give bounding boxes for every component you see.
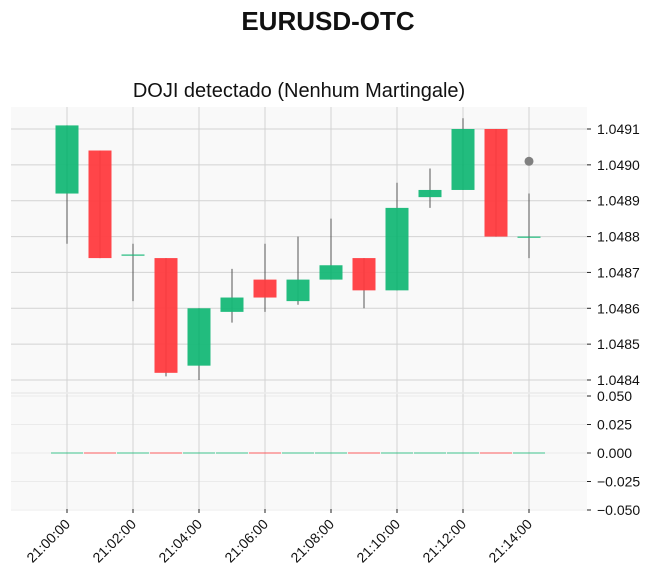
volume-bar — [414, 452, 446, 454]
candle — [154, 258, 178, 377]
markers — [524, 156, 534, 166]
volume-bar — [150, 452, 182, 454]
volume-bar — [348, 452, 380, 454]
candle-body — [154, 258, 178, 373]
volume-bar — [282, 452, 314, 454]
candle — [517, 193, 541, 259]
volume-tick-label: 0.050 — [597, 388, 632, 404]
candle — [286, 236, 310, 305]
candle — [187, 308, 211, 380]
candle-body — [451, 129, 475, 190]
candle-body — [286, 279, 310, 302]
volume-tick-label: −0.025 — [597, 474, 640, 490]
price-tick-label: 1.0490 — [597, 157, 640, 173]
volume-tick-label: −0.050 — [597, 502, 640, 518]
volume-bar — [84, 452, 116, 454]
candle-body — [121, 254, 145, 256]
candle — [484, 129, 508, 237]
candle-body — [517, 236, 541, 238]
candle-body — [418, 189, 442, 198]
time-tick-label: 21:06:00 — [221, 516, 271, 566]
candle — [385, 182, 409, 291]
price-axis: 1.0484 1.0485 1.0486 1.0487 1.0488 1.0489 1.04… — [587, 121, 640, 388]
volume-bar — [480, 452, 512, 454]
candle-body — [220, 297, 244, 312]
signal-marker — [524, 156, 534, 166]
time-tick-label: 21:12:00 — [419, 516, 469, 566]
volume-tick-label: 0.025 — [597, 417, 632, 433]
volume-bar — [513, 452, 545, 454]
volume-bar — [117, 452, 149, 454]
candle-body — [187, 308, 211, 366]
volume-bar — [447, 452, 479, 454]
volume-bar — [315, 452, 347, 454]
candle-body — [253, 279, 277, 298]
candle — [418, 168, 442, 208]
price-tick-label: 1.0485 — [597, 336, 640, 352]
volume-bar — [249, 452, 281, 454]
price-tick-label: 1.0491 — [597, 121, 640, 137]
chart-subtitle: DOJI detectado (Nenhum Martingale) — [132, 80, 466, 102]
time-tick-label: 21:10:00 — [353, 516, 403, 566]
candle — [220, 268, 244, 323]
time-tick-label: 21:14:00 — [485, 516, 535, 566]
price-tick-label: 1.0488 — [597, 229, 640, 245]
candle — [55, 125, 79, 244]
candle — [451, 118, 475, 190]
candle-body — [352, 258, 376, 291]
chart-title: EURUSD-OTC — [241, 6, 415, 36]
price-tick-label: 1.0487 — [597, 264, 640, 280]
time-tick-label: 21:02:00 — [89, 516, 139, 566]
volume-axis: 0.050 0.025 0.000 −0.025 −0.050 — [587, 388, 640, 518]
volume-bar — [381, 452, 413, 454]
time-tick-label: 21:08:00 — [287, 516, 337, 566]
candle-body — [484, 129, 508, 237]
candle-body — [385, 207, 409, 291]
candle — [352, 258, 376, 309]
price-tick-label: 1.0484 — [597, 372, 640, 388]
volume-bar — [183, 452, 215, 454]
time-axis: 21:00:00 21:02:00 21:04:00 21:06:00 21:08:00… — [23, 509, 535, 566]
candle — [253, 243, 277, 312]
volume-bars — [51, 452, 545, 454]
candle-body — [88, 150, 112, 259]
volume-bar — [51, 452, 83, 454]
volume-bar — [216, 452, 248, 454]
time-tick-label: 21:04:00 — [155, 516, 205, 566]
volume-tick-label: 0.000 — [597, 445, 632, 461]
price-tick-label: 1.0486 — [597, 300, 640, 316]
time-tick-label: 21:00:00 — [23, 516, 73, 566]
candles — [55, 118, 541, 380]
candle — [319, 218, 343, 280]
candle — [121, 243, 145, 302]
candle-body — [55, 125, 79, 194]
candle — [88, 150, 112, 259]
candle-body — [319, 265, 343, 280]
price-tick-label: 1.0489 — [597, 193, 640, 209]
